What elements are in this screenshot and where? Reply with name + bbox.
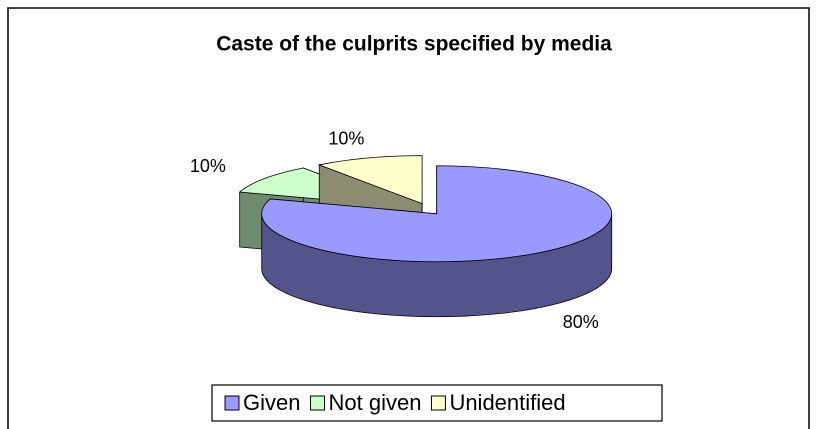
legend-label: Unidentified [449, 390, 565, 415]
pie-slice [261, 165, 613, 263]
data-label: 10% [190, 156, 226, 176]
legend-swatch [224, 395, 240, 411]
legend-swatch [309, 395, 325, 411]
data-label: 80% [563, 312, 599, 332]
data-label: 10% [328, 128, 364, 148]
legend-label: Given [243, 390, 300, 415]
chart-title: Caste of the culprits specified by media [216, 33, 612, 56]
pie-slice [317, 155, 423, 205]
legend-swatch [430, 395, 446, 411]
legend-label: Not given [328, 390, 421, 415]
